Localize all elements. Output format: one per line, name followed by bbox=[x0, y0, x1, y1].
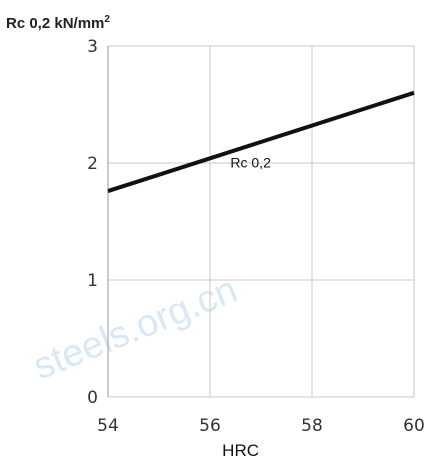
series-line-0 bbox=[107, 90, 415, 193]
series-layer bbox=[107, 90, 415, 193]
watermark-text: steels.org.cn bbox=[28, 269, 243, 389]
x-axis-label: HRC bbox=[222, 441, 259, 459]
y-tick-label-0: 0 bbox=[87, 388, 98, 408]
y-axis-label-exponent: 2 bbox=[104, 14, 110, 25]
x-tick-label-54: 54 bbox=[97, 416, 119, 436]
y-tick-label-2: 2 bbox=[87, 154, 98, 174]
grid bbox=[107, 45, 415, 398]
x-tick-label-58: 58 bbox=[301, 416, 323, 436]
y-tick-label-3: 3 bbox=[87, 37, 98, 57]
series-annotation: Rc 0,2 bbox=[230, 155, 271, 171]
y-axis-label: Rc 0,2 kN/mm2 bbox=[6, 14, 110, 32]
x-tick-label-56: 56 bbox=[199, 416, 221, 436]
y-axis-label-text: Rc 0,2 kN/mm bbox=[6, 15, 105, 32]
y-tick-label-1: 1 bbox=[87, 271, 98, 291]
watermark: steels.org.cn bbox=[28, 269, 243, 389]
tick-labels: 0 1 2 3 54 56 58 60 bbox=[87, 37, 425, 436]
x-tick-label-60: 60 bbox=[403, 416, 425, 436]
